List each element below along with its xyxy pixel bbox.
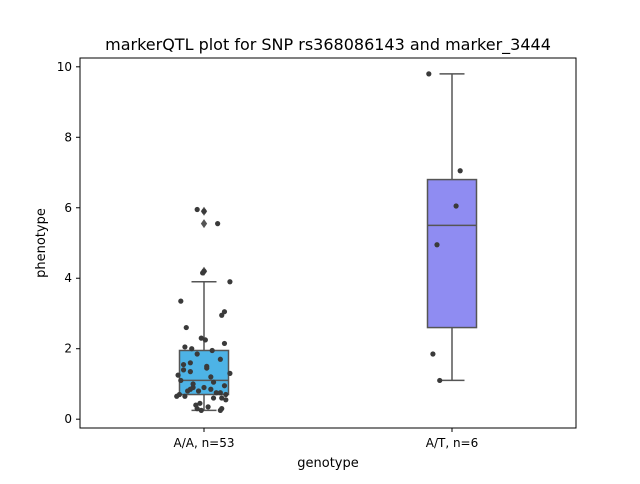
data-point (187, 360, 193, 366)
data-point (194, 206, 200, 213)
data-point (194, 406, 200, 412)
data-point (208, 386, 214, 392)
data-point (221, 383, 228, 389)
data-point (215, 221, 221, 227)
points-layer (174, 71, 463, 413)
data-point (183, 324, 189, 331)
data-point (219, 395, 225, 401)
x-axis-label: genotype (297, 456, 358, 471)
data-point (180, 361, 187, 368)
data-point (426, 71, 432, 77)
x-axis: A/A, n=53 A/T, n=6 (173, 428, 478, 450)
iqr-box (426, 178, 478, 329)
data-point (210, 379, 217, 385)
x-tick-label: A/A, n=53 (173, 436, 234, 450)
data-point (437, 377, 443, 384)
data-point (174, 393, 180, 399)
data-point (182, 393, 188, 399)
data-point (195, 388, 202, 394)
data-point (217, 390, 223, 396)
data-point (198, 335, 204, 341)
y-axis: 0 2 4 6 8 10 (57, 60, 80, 426)
data-point (217, 356, 223, 362)
data-point (208, 374, 214, 380)
outlier-marker (200, 219, 208, 229)
data-point (453, 203, 459, 209)
data-point (200, 270, 206, 276)
y-tick-label: 4 (64, 271, 72, 285)
data-point (223, 391, 229, 398)
box-group (426, 73, 478, 382)
data-point (209, 347, 215, 354)
data-point (178, 377, 184, 384)
y-axis-label: phenotype (34, 208, 49, 278)
data-point (178, 298, 184, 304)
data-point (182, 344, 188, 350)
data-point (175, 372, 181, 378)
data-point (197, 400, 203, 406)
y-tick-label: 8 (64, 130, 72, 144)
data-point (221, 340, 228, 347)
y-tick-label: 10 (57, 60, 72, 74)
data-point (189, 346, 195, 352)
data-point (198, 407, 204, 413)
data-point (180, 367, 187, 373)
data-point (185, 388, 191, 394)
y-tick-label: 0 (64, 412, 72, 426)
data-point (201, 384, 207, 391)
data-point (227, 370, 233, 376)
data-point (202, 337, 208, 343)
data-point (205, 404, 211, 410)
data-point (201, 208, 207, 214)
data-point (217, 407, 223, 413)
data-point (434, 242, 440, 248)
data-point (227, 279, 233, 285)
data-point (457, 168, 463, 174)
data-point (221, 309, 228, 315)
data-point (223, 397, 229, 403)
data-point (187, 369, 193, 375)
y-tick-label: 2 (64, 342, 72, 356)
plot-area-frame (79, 57, 577, 429)
x-tick-label: A/T, n=6 (426, 436, 479, 450)
data-point (213, 390, 219, 396)
data-point (219, 312, 225, 318)
data-point (204, 365, 210, 371)
data-point (430, 351, 436, 357)
data-point (210, 395, 217, 401)
chart-title: markerQTL plot for SNP rs368086143 and m… (105, 35, 551, 55)
data-point (194, 351, 200, 357)
y-tick-label: 6 (64, 201, 72, 215)
